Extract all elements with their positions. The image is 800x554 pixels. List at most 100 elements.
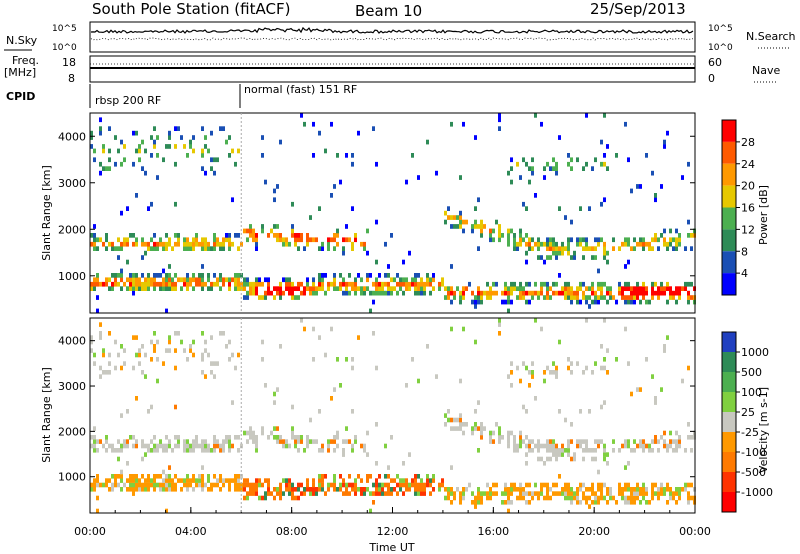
velocity-cell bbox=[294, 435, 297, 440]
power-cell bbox=[273, 233, 276, 238]
velocity-cell bbox=[267, 487, 270, 492]
power-cell bbox=[552, 166, 555, 171]
velocity-cell bbox=[540, 326, 543, 332]
power-cell bbox=[606, 144, 609, 149]
velocity-cell bbox=[213, 374, 216, 379]
power-cell bbox=[567, 153, 570, 158]
velocity-cell bbox=[312, 478, 315, 483]
nsky-right-tick-top: 10^5 bbox=[708, 24, 733, 34]
power-cell bbox=[456, 215, 459, 220]
power-cell bbox=[333, 273, 336, 278]
velocity-cell bbox=[201, 357, 204, 362]
velocity-cell bbox=[204, 443, 207, 449]
colorbar-swatch bbox=[722, 332, 736, 352]
velocity-cell bbox=[99, 322, 102, 327]
velocity-cell bbox=[201, 465, 204, 470]
velocity-cell bbox=[579, 443, 582, 449]
power-cell bbox=[594, 255, 597, 260]
power-cell bbox=[339, 273, 342, 278]
velocity-cell bbox=[678, 487, 681, 492]
velocity-cell bbox=[606, 452, 609, 457]
power-cell bbox=[618, 246, 621, 251]
power-cell bbox=[165, 286, 168, 291]
power-cell bbox=[96, 281, 99, 287]
velocity-cell bbox=[159, 482, 162, 488]
power-cell bbox=[507, 286, 510, 291]
power-cell bbox=[456, 224, 459, 229]
power-cell bbox=[651, 237, 654, 243]
velocity-cell bbox=[561, 491, 564, 496]
power-cell bbox=[606, 259, 609, 265]
velocity-cell bbox=[582, 456, 585, 462]
velocity-cell bbox=[672, 439, 675, 444]
power-cell bbox=[576, 286, 579, 291]
power-cell bbox=[189, 144, 192, 149]
velocity-cell bbox=[132, 335, 135, 340]
velocity-cell bbox=[117, 456, 120, 462]
velocity-cell bbox=[153, 474, 156, 479]
velocity-cell bbox=[192, 339, 195, 345]
velocity-cell bbox=[684, 487, 687, 492]
velocity-cell bbox=[390, 478, 393, 483]
velocity-cell bbox=[339, 487, 342, 492]
power-cell bbox=[267, 277, 270, 283]
velocity-cell bbox=[603, 482, 606, 488]
velocity-cell bbox=[672, 491, 675, 496]
velocity-cell bbox=[297, 495, 300, 501]
power-cell bbox=[579, 237, 582, 243]
power-cell bbox=[93, 277, 96, 283]
power-cell bbox=[495, 290, 498, 296]
power-cell bbox=[516, 295, 519, 300]
velocity-cell bbox=[330, 482, 333, 488]
velocity-cell bbox=[126, 478, 129, 483]
freq-right-tick-top: 60 bbox=[708, 56, 722, 69]
velocity-cell bbox=[411, 478, 414, 483]
velocity-cell bbox=[378, 474, 381, 479]
power-cell bbox=[450, 121, 453, 127]
velocity-cell bbox=[189, 348, 192, 353]
power-cell bbox=[624, 295, 627, 300]
velocity-cell bbox=[90, 443, 93, 449]
y-tick-label: 1000 bbox=[58, 270, 86, 283]
velocity-cell bbox=[105, 439, 108, 444]
power-cell bbox=[120, 277, 123, 283]
power-cell bbox=[450, 290, 453, 296]
velocity-cell bbox=[93, 482, 96, 488]
velocity-cell bbox=[153, 482, 156, 488]
power-cell bbox=[297, 295, 300, 300]
velocity-cell bbox=[102, 482, 105, 488]
velocity-cell bbox=[474, 426, 477, 431]
power-cell bbox=[126, 241, 129, 247]
velocity-cell bbox=[561, 448, 564, 453]
velocity-cell bbox=[690, 482, 693, 488]
power-cell bbox=[675, 241, 678, 247]
power-cell bbox=[594, 246, 597, 251]
velocity-cell bbox=[156, 448, 159, 453]
power-cell bbox=[402, 290, 405, 296]
power-cell bbox=[660, 184, 663, 189]
velocity-cell bbox=[192, 474, 195, 479]
velocity-cell bbox=[582, 491, 585, 496]
velocity-cell bbox=[144, 487, 147, 492]
velocity-cell bbox=[231, 352, 234, 358]
velocity-cell bbox=[156, 378, 159, 384]
power-cell bbox=[333, 233, 336, 238]
velocity-cell bbox=[204, 374, 207, 379]
velocity-cell bbox=[198, 443, 201, 449]
velocity-cell bbox=[564, 487, 567, 492]
power-cell bbox=[162, 246, 165, 251]
power-cell bbox=[372, 126, 375, 131]
power-cell bbox=[291, 281, 294, 287]
velocity-cell bbox=[303, 326, 306, 332]
velocity-cell bbox=[477, 491, 480, 496]
power-cell bbox=[156, 153, 159, 158]
velocity-cell bbox=[216, 439, 219, 444]
power-cell bbox=[144, 241, 147, 247]
power-cell bbox=[606, 250, 609, 256]
velocity-cell bbox=[279, 482, 282, 488]
velocity-cell bbox=[117, 474, 120, 479]
power-cell bbox=[261, 224, 264, 229]
power-cell bbox=[579, 286, 582, 291]
power-cell bbox=[597, 299, 600, 305]
power-cell bbox=[459, 295, 462, 300]
